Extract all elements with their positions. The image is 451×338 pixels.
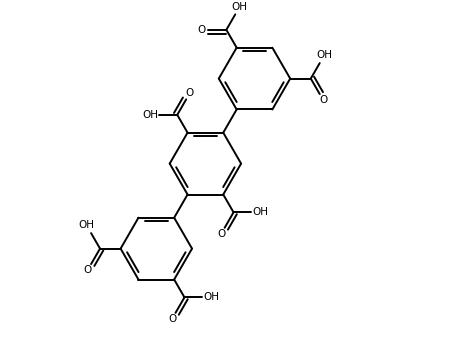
Text: O: O <box>83 265 92 275</box>
Text: OH: OH <box>315 50 331 61</box>
Text: OH: OH <box>252 207 268 217</box>
Text: O: O <box>185 89 193 98</box>
Text: O: O <box>216 229 225 239</box>
Text: O: O <box>168 314 176 324</box>
Text: OH: OH <box>203 292 219 303</box>
Text: O: O <box>318 95 327 105</box>
Text: OH: OH <box>231 2 247 11</box>
Text: OH: OH <box>142 110 158 120</box>
Text: OH: OH <box>78 220 94 231</box>
Text: O: O <box>197 25 205 35</box>
